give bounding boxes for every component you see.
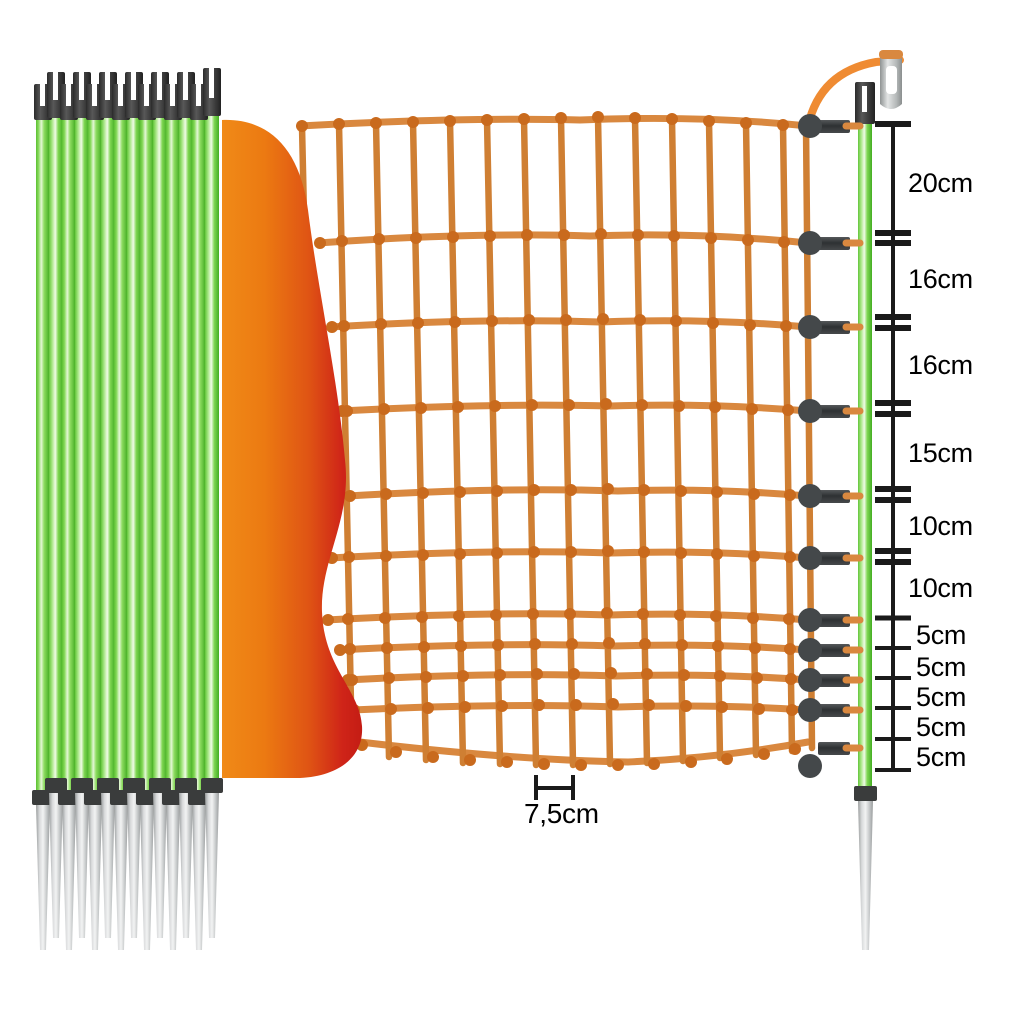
post-spikes: [32, 778, 223, 950]
scale-label-2: 16cm: [908, 350, 973, 380]
post-right: [854, 82, 877, 950]
scale-label-4: 10cm: [908, 511, 973, 541]
mesh-width-label: 7,5cm: [524, 798, 599, 829]
carabiner-clip: [879, 50, 903, 109]
scale-label-0: 20cm: [908, 168, 973, 198]
net-vertical-strands: [298, 113, 816, 769]
scale-label-3: 15cm: [908, 438, 973, 468]
scale-label-8: 5cm: [916, 682, 967, 712]
net-top-tension-line: [804, 56, 904, 130]
post-bundle-left: [32, 68, 223, 950]
scale-label-6: 5cm: [916, 620, 967, 650]
strand-connector-clips: [798, 114, 864, 778]
height-spacing-scale: [875, 121, 911, 772]
mesh-width-scale: [534, 775, 575, 800]
post-shafts: [36, 96, 219, 794]
end-post-knots: [798, 114, 822, 778]
net-knots: [296, 111, 801, 771]
net-bundle-roll: [222, 119, 363, 778]
scale-label-9: 5cm: [916, 712, 967, 742]
post-right-spike: [858, 801, 873, 950]
scale-label-10: 5cm: [916, 742, 967, 772]
scale-label-5: 10cm: [908, 573, 973, 603]
scale-label-1: 16cm: [908, 264, 973, 294]
scale-label-7: 5cm: [916, 652, 967, 682]
post-caps: [34, 68, 221, 120]
